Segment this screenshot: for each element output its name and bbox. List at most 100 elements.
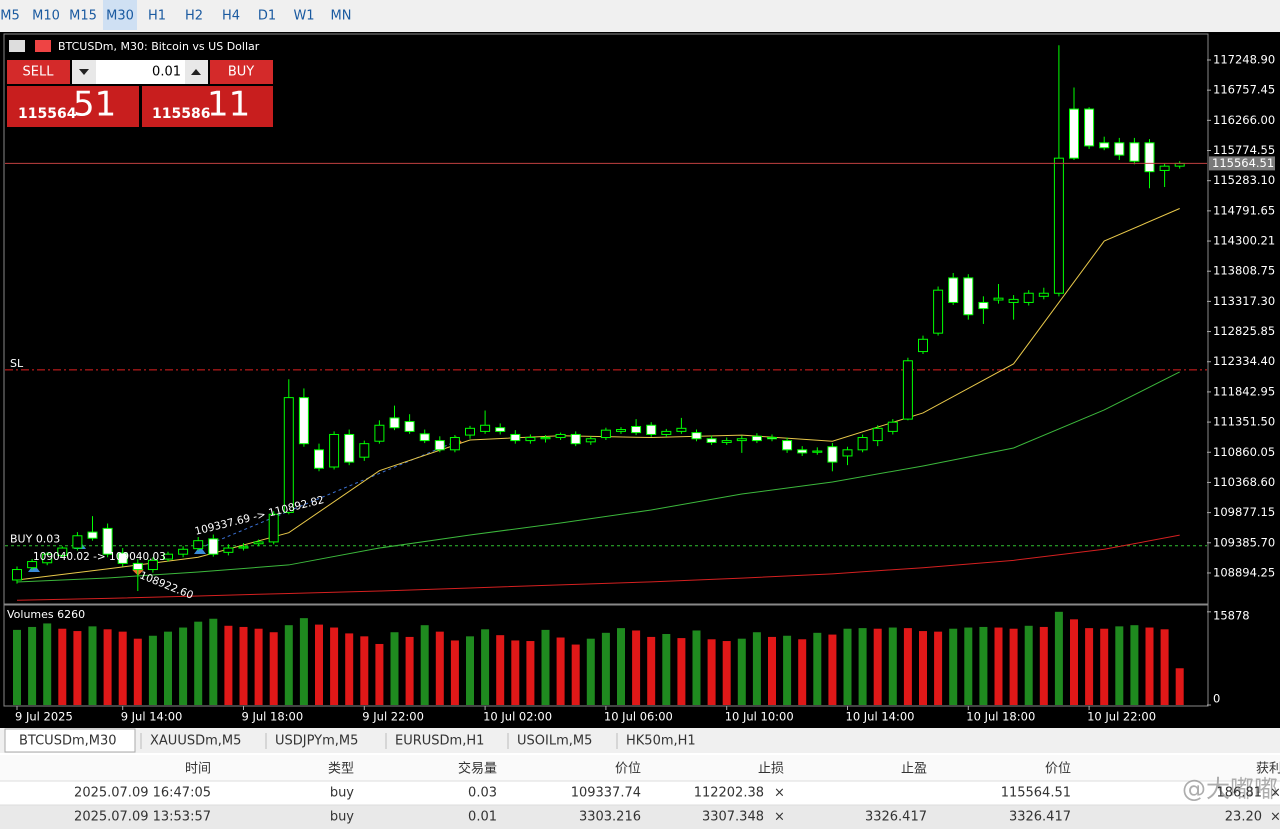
active-tab[interactable] xyxy=(4,728,136,753)
volume-bar xyxy=(526,641,535,705)
volume-title: Volumes 6260 xyxy=(7,608,85,621)
table-cell: 186.81 xyxy=(1217,786,1263,801)
candle-body xyxy=(1159,165,1170,171)
candle-body xyxy=(872,427,883,442)
y-tick-label: 110860.05 xyxy=(1213,445,1275,459)
timeframe-button[interactable]: D1 xyxy=(258,9,276,24)
timeframe-button[interactable]: M5 xyxy=(0,9,20,24)
candle-body xyxy=(57,547,68,556)
candle-body xyxy=(329,433,340,468)
y-tick-label: 15878 xyxy=(1213,608,1250,622)
timeframe-button[interactable]: W1 xyxy=(293,9,314,24)
candle-body xyxy=(102,527,113,555)
volume-bar xyxy=(873,628,882,705)
timeframe-button[interactable]: H4 xyxy=(222,9,240,24)
candle-body xyxy=(691,432,702,440)
volume-bar xyxy=(435,631,444,705)
candle-body xyxy=(147,559,158,571)
column-header: 止盈 xyxy=(901,762,927,777)
sell-button[interactable] xyxy=(7,60,70,84)
timeframe-button[interactable]: H1 xyxy=(148,9,166,24)
column-header: 时间 xyxy=(185,762,211,777)
table-cell: 3326.417 xyxy=(1009,810,1071,825)
volume-bar xyxy=(813,632,822,705)
volume-bar xyxy=(722,641,731,705)
volume-bar xyxy=(752,632,761,705)
volume-bar xyxy=(1160,629,1169,705)
volume-bar xyxy=(375,643,384,705)
timeframe-button[interactable]: M15 xyxy=(69,9,97,24)
candle-body xyxy=(238,546,249,549)
volume-bar xyxy=(1024,625,1033,705)
level-label: BUY 0.03 xyxy=(10,533,60,546)
table-cell: 2025.07.09 13:53:57 xyxy=(74,810,211,825)
timeframe-button[interactable]: H2 xyxy=(185,9,203,24)
candle-body xyxy=(374,424,385,442)
price-pane xyxy=(3,33,1209,605)
volume-bar xyxy=(1039,626,1048,705)
candle-body xyxy=(510,433,521,442)
ask-big: 11 xyxy=(207,85,250,125)
candle-body xyxy=(434,440,445,451)
volume-bar xyxy=(586,638,595,705)
timeframe-button[interactable]: MN xyxy=(331,9,352,24)
candle-body xyxy=(495,427,506,432)
volume-bar xyxy=(919,631,927,705)
bid-main: 115564 xyxy=(18,106,77,122)
candle-body xyxy=(842,449,853,457)
y-tick-label: 114791.65 xyxy=(1213,203,1275,217)
volume-bar xyxy=(783,635,792,705)
volume-bar xyxy=(647,636,656,705)
candle-body xyxy=(585,438,596,443)
x-tick-label: 10 Jul 22:00 xyxy=(1087,710,1156,724)
x-tick-label: 9 Jul 18:00 xyxy=(242,710,304,724)
volume-bar xyxy=(58,628,67,705)
candle-body xyxy=(570,433,581,445)
cell-clear: × xyxy=(1270,810,1280,825)
tab[interactable]: XAUUSDm,M5 xyxy=(150,734,241,749)
volume-bar xyxy=(858,628,867,705)
column-header: 交易量 xyxy=(458,761,497,777)
tab[interactable]: USDJPYm,M5 xyxy=(275,734,358,749)
candle-body xyxy=(1038,292,1049,297)
timeframe-button[interactable]: M30 xyxy=(106,9,134,24)
volume-bar xyxy=(13,629,21,705)
candle-body xyxy=(857,437,868,451)
candle-body xyxy=(27,561,38,569)
volume-bar xyxy=(330,627,339,705)
x-tick-label: 9 Jul 22:00 xyxy=(362,710,424,724)
current-price-label: 115564.51 xyxy=(1212,156,1274,170)
candle-body xyxy=(12,569,22,581)
candle-body xyxy=(404,421,415,432)
timeframe-button[interactable]: M10 xyxy=(32,9,60,24)
buy-button[interactable] xyxy=(210,60,273,84)
y-tick-label: 110368.60 xyxy=(1213,475,1275,489)
bid-box[interactable] xyxy=(7,86,139,127)
y-tick-label: 109877.15 xyxy=(1213,505,1275,519)
y-tick-label: 113317.30 xyxy=(1213,294,1275,308)
candle-body xyxy=(751,435,762,442)
volume-bar xyxy=(692,630,701,705)
volume-bar xyxy=(239,626,248,705)
volume-bar xyxy=(481,629,490,705)
volume-bar xyxy=(148,635,157,705)
x-tick-label: 10 Jul 14:00 xyxy=(846,710,915,724)
table-cell: 0.03 xyxy=(468,786,497,801)
volume-bar xyxy=(737,638,746,705)
volume-bar xyxy=(1009,628,1018,705)
volume-bar xyxy=(103,629,112,705)
ask-main: 115586 xyxy=(152,106,210,122)
tab[interactable]: BTCUSDm,M30 xyxy=(19,734,117,749)
tab[interactable]: EURUSDm,H1 xyxy=(395,734,484,749)
ask-box[interactable] xyxy=(142,86,273,127)
volume-bar xyxy=(179,627,188,705)
candle-body xyxy=(661,430,672,435)
tab[interactable]: USOILm,M5 xyxy=(517,734,592,749)
volume-bar xyxy=(888,627,897,705)
watermark: @大嘟嘟 xyxy=(1182,775,1278,803)
volume-bar xyxy=(556,637,565,705)
x-tick-label: 10 Jul 02:00 xyxy=(483,710,552,724)
tab[interactable]: HK50m,H1 xyxy=(626,734,696,749)
candle-body xyxy=(208,538,219,555)
